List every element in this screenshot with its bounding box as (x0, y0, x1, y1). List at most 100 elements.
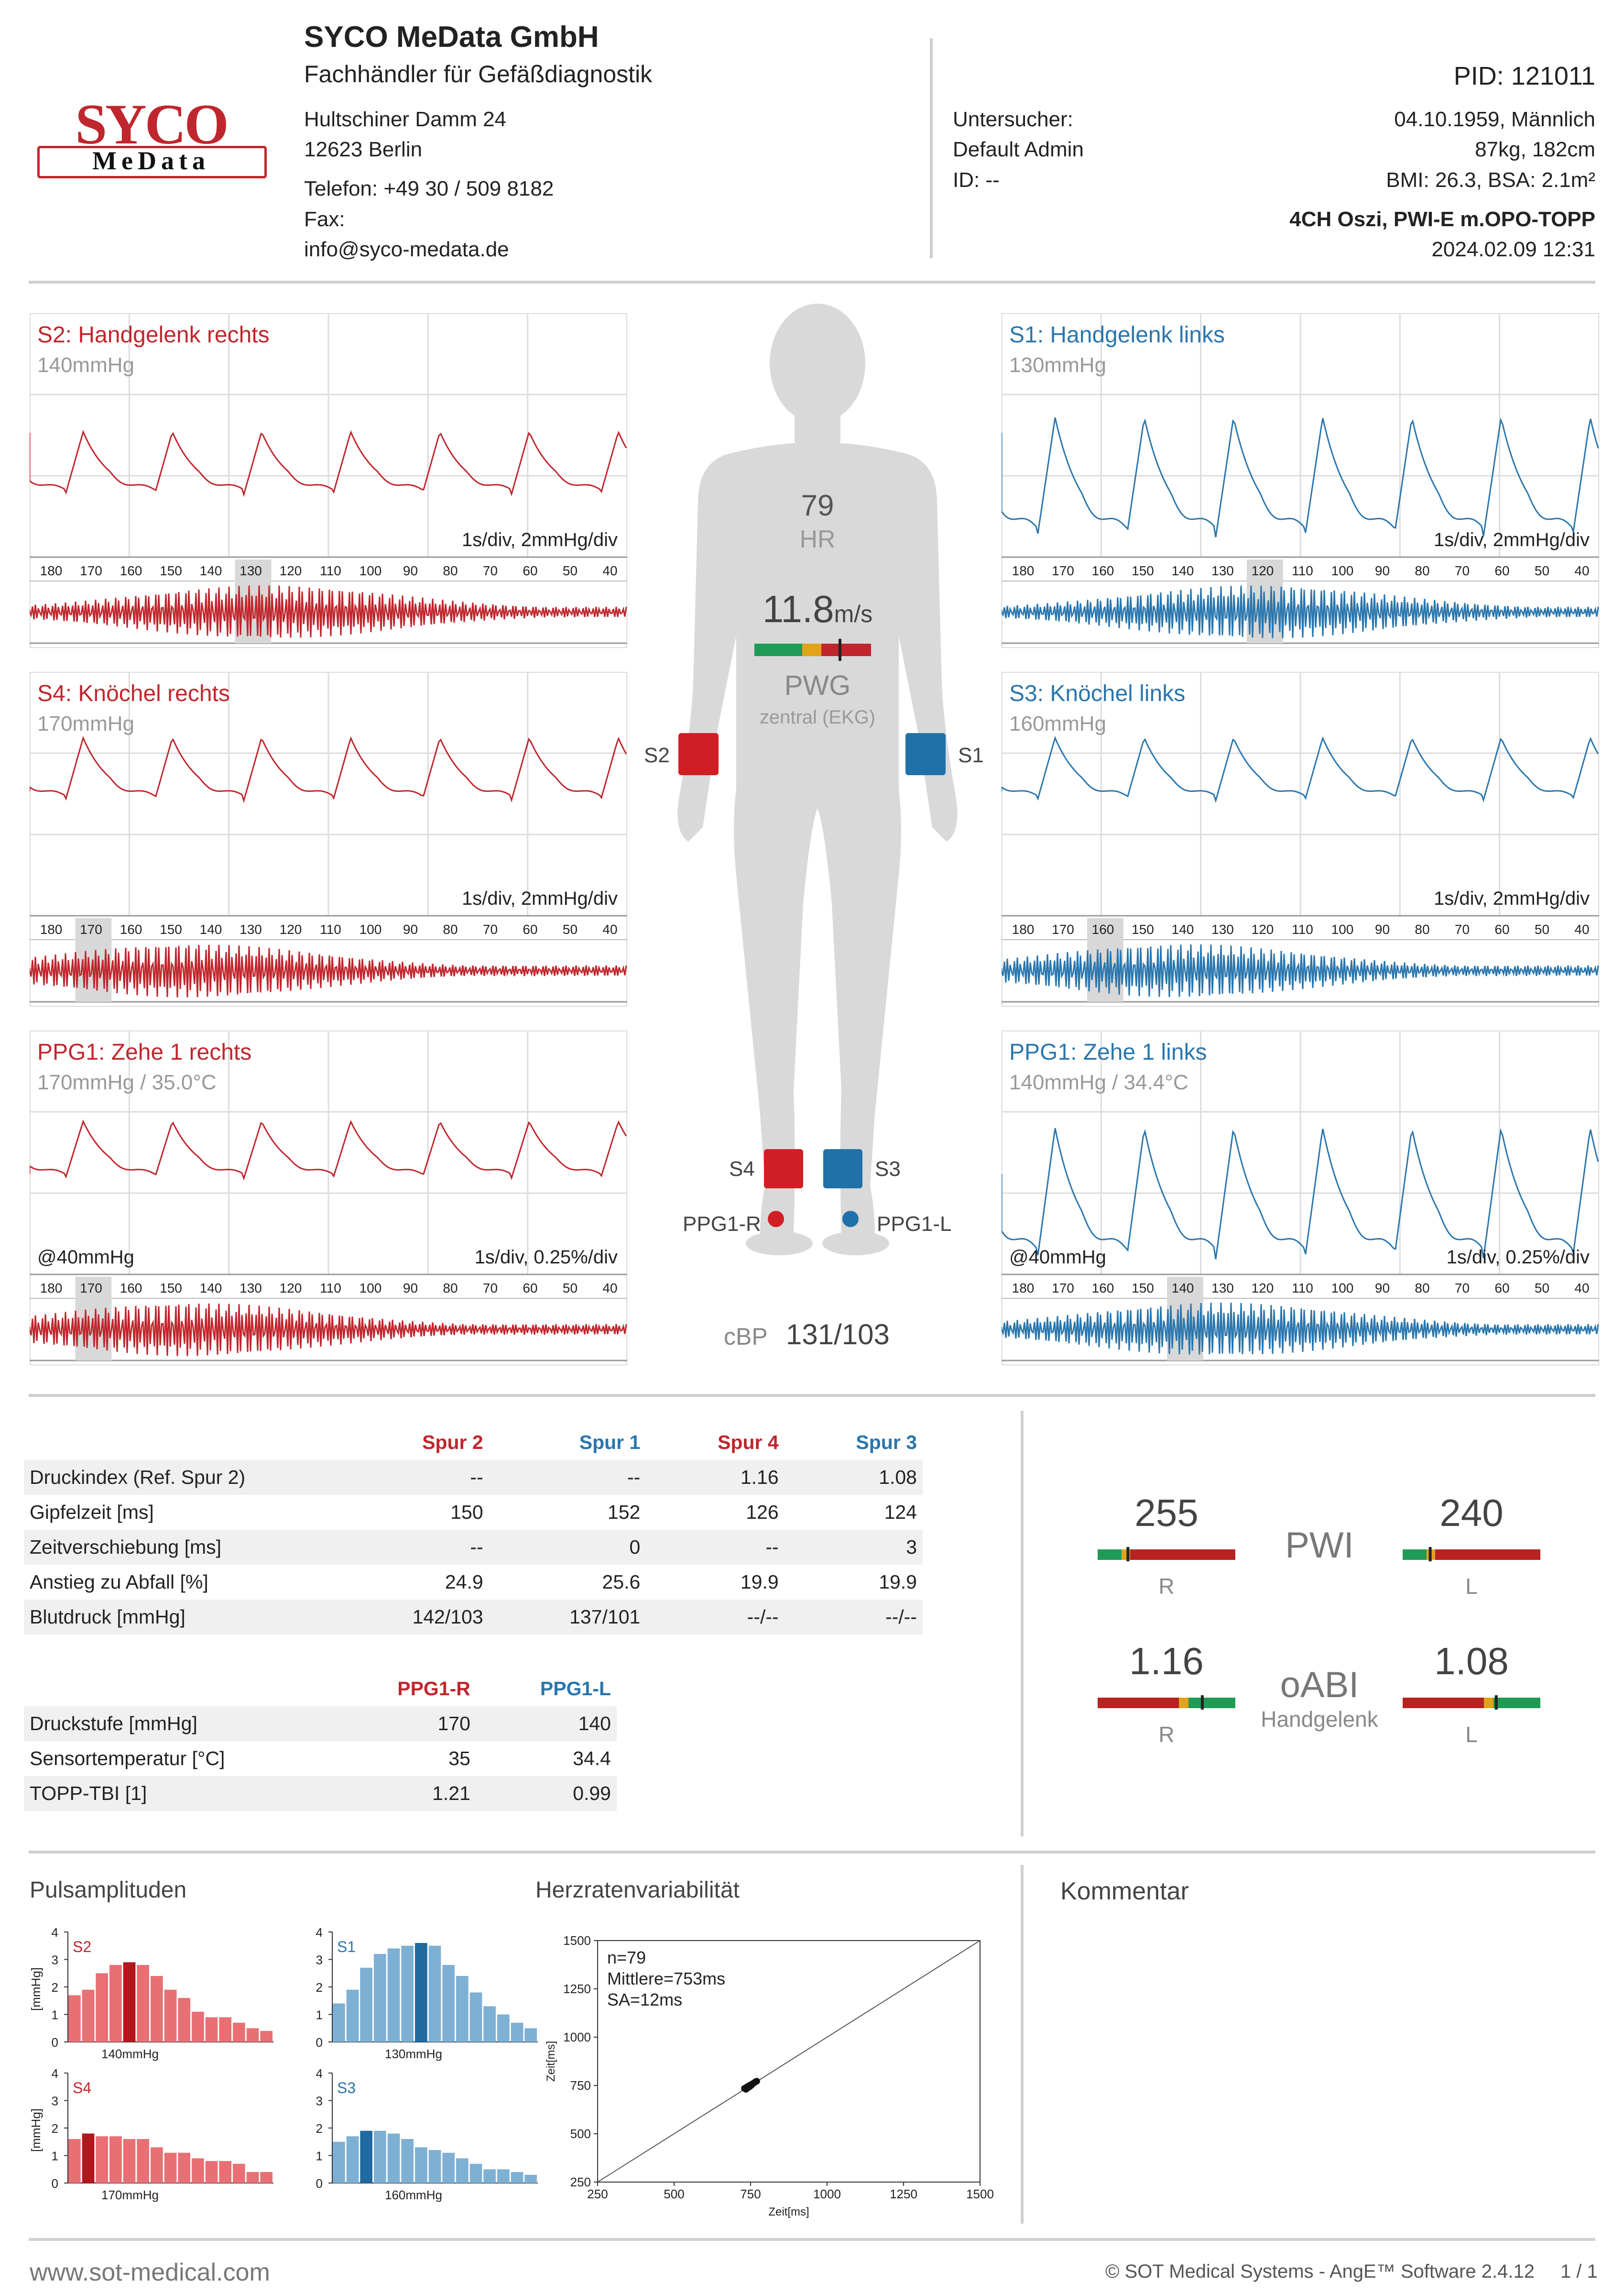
bar (511, 2172, 523, 2183)
cell: 0 (489, 1530, 646, 1565)
company-subtitle: Fachhändler für Gefäßdiagnostik (304, 61, 653, 88)
cell: 142/103 (332, 1600, 489, 1635)
label-s1: S1 (958, 744, 984, 767)
channel-pressure: 130mmHg (1009, 353, 1106, 377)
cell: 35 (448, 1747, 470, 1769)
logo-top-text: SYCO (75, 92, 229, 156)
oabi-left-value: 1.08 (1434, 1640, 1509, 1682)
bar (137, 1965, 149, 2042)
bar (497, 2169, 510, 2183)
chart-xlabel: 170mmHg (101, 2188, 159, 2202)
pulse-amplitude-chart-s4: 0 1 2 3 4 S4 170mmHg [mmHg] (30, 2066, 273, 2202)
examiner-id: ID: -- (953, 168, 1000, 192)
pressure-step-label: 50 (1535, 922, 1549, 937)
pressure-step-label: 140 (1172, 922, 1194, 937)
bar (483, 2006, 496, 2042)
pressure-step-label: 160 (120, 563, 142, 578)
table-row: Blutdruck [mmHg] 142/103 137/101 --/-- -… (24, 1600, 923, 1635)
exam-datetime: 2024.02.09 12:31 (1431, 238, 1595, 261)
chart-ylabel: [mmHg] (30, 2108, 43, 2152)
table-row: TOPP-TBI [1] 1.21 0.99 (24, 1776, 617, 1811)
y-tick-label: 2 (52, 2121, 58, 2136)
pressure-step-label: 100 (360, 563, 382, 578)
bar (428, 2150, 441, 2183)
pressure-step-label: 60 (523, 1281, 537, 1295)
bar (360, 1967, 372, 2042)
patient-weight-height: 87kg, 182cm (1475, 138, 1595, 161)
bar (151, 2147, 163, 2183)
y-tick-label: 3 (316, 2094, 323, 2108)
channel-panel-s4: 180 170 160 150 140 130 120 110 100 90 80 70 60 50 40 S… (29, 671, 628, 1008)
bar-marker (1126, 1547, 1130, 1561)
row-label: TOPP-TBI [1] (24, 1776, 332, 1811)
y-tick-label: 1500 (563, 1933, 591, 1948)
cell: 126 (746, 1501, 779, 1523)
pressure-step-label: 180 (1012, 563, 1035, 578)
pressure-step-label: 50 (563, 1281, 578, 1295)
pulse-amplitude-chart-s2: 0 1 2 3 4 S2 140mmHg [mmHg] (30, 1925, 273, 2061)
label-s2: S2 (644, 744, 670, 767)
bar (68, 2139, 81, 2183)
oabi-label: oABI (1280, 1665, 1359, 1705)
pulse-amplitude-chart-s1: 0 1 2 3 4 S1 130mmHg (316, 1925, 538, 2061)
row-label: Blutdruck [mmHg] (24, 1600, 332, 1635)
bar (246, 2028, 259, 2042)
pressure-step-label: 180 (40, 563, 63, 578)
scatter-point (753, 2078, 760, 2085)
pressure-step-label: 70 (483, 922, 498, 937)
channel-scale: 1s/div, 0.25%/div (1446, 1247, 1590, 1268)
channel-panel-s3: 180 170 160 150 140 130 120 110 100 90 80 70 60 50 40 S… (1001, 671, 1600, 1008)
pressure-step-label: 100 (1331, 563, 1354, 578)
oabi-right-value: 1.16 (1129, 1640, 1204, 1682)
y-tick-label: 1250 (563, 1982, 591, 1996)
cell: 1.21 (332, 1776, 476, 1811)
footer-page: 1 / 1 (1560, 2261, 1598, 2282)
pressure-step-label: 180 (1012, 922, 1035, 937)
pressure-step-label: 170 (80, 563, 102, 578)
bar (109, 1965, 122, 2042)
y-tick-label: 4 (316, 2066, 323, 2081)
bar (96, 2136, 108, 2183)
pressure-step-label: 50 (1535, 563, 1549, 578)
pressure-step-label: 140 (1172, 1281, 1194, 1295)
pressure-step-label: 130 (240, 563, 262, 578)
row-label: Druckindex (Ref. Spur 2) (24, 1460, 332, 1495)
y-tick-label: 0 (316, 2176, 323, 2191)
bar-marker (1200, 1695, 1204, 1710)
pressure-step-label: 90 (1375, 1281, 1390, 1295)
pressure-step-label: 150 (160, 922, 182, 937)
pressure-step-label: 130 (240, 1281, 262, 1295)
pressure-step-label: 120 (1252, 922, 1274, 937)
pressure-step-label: 80 (1415, 922, 1429, 937)
channel-title: S2: Handgelenk rechts (37, 322, 270, 348)
cbp-value: 131/103 (786, 1318, 890, 1350)
pwv-label: PWG (784, 670, 851, 701)
bar (233, 2163, 245, 2183)
pressure-step-label: 100 (360, 922, 382, 937)
cuff-s3 (823, 1149, 862, 1188)
bar (178, 1998, 190, 2042)
body-figure (677, 304, 958, 1255)
cell: 152 (607, 1501, 641, 1523)
hrv-annotation: Mittlere=753ms (607, 1969, 725, 1988)
channel-measure-pressure: @40mmHg (1009, 1247, 1106, 1268)
bar (109, 2136, 122, 2183)
bar (233, 2022, 245, 2042)
channel-measure-pressure: @40mmHg (37, 1247, 134, 1268)
pressure-step-label: 110 (1292, 1281, 1313, 1295)
pwv-value-group: 11.8m/s (717, 587, 918, 631)
table-row: Gipfelzeit [ms] 150 152 126 124 (24, 1495, 923, 1530)
pressure-step-label: 60 (1494, 563, 1509, 578)
bar (68, 1995, 81, 2042)
footer-website[interactable]: www.sot-medical.com (30, 2259, 270, 2286)
patient-dob-sex: 04.10.1959, Männlich (1394, 108, 1595, 131)
chart-ylabel: [mmHg] (30, 1967, 43, 2011)
channel-pressure: 140mmHg (37, 353, 134, 377)
pressure-step-label: 150 (1132, 1281, 1154, 1295)
pressure-step-label: 140 (200, 563, 222, 578)
table-row: Druckindex (Ref. Spur 2) -- -- 1.16 1.08 (24, 1460, 923, 1495)
results-separator (29, 1851, 1595, 1854)
cell: -- (646, 1530, 785, 1565)
protocol-name: 4CH Oszi, PWI-E m.OPO-TOPP (1289, 208, 1595, 231)
channel-pressure: 140mmHg / 34.4°C (1009, 1071, 1188, 1094)
